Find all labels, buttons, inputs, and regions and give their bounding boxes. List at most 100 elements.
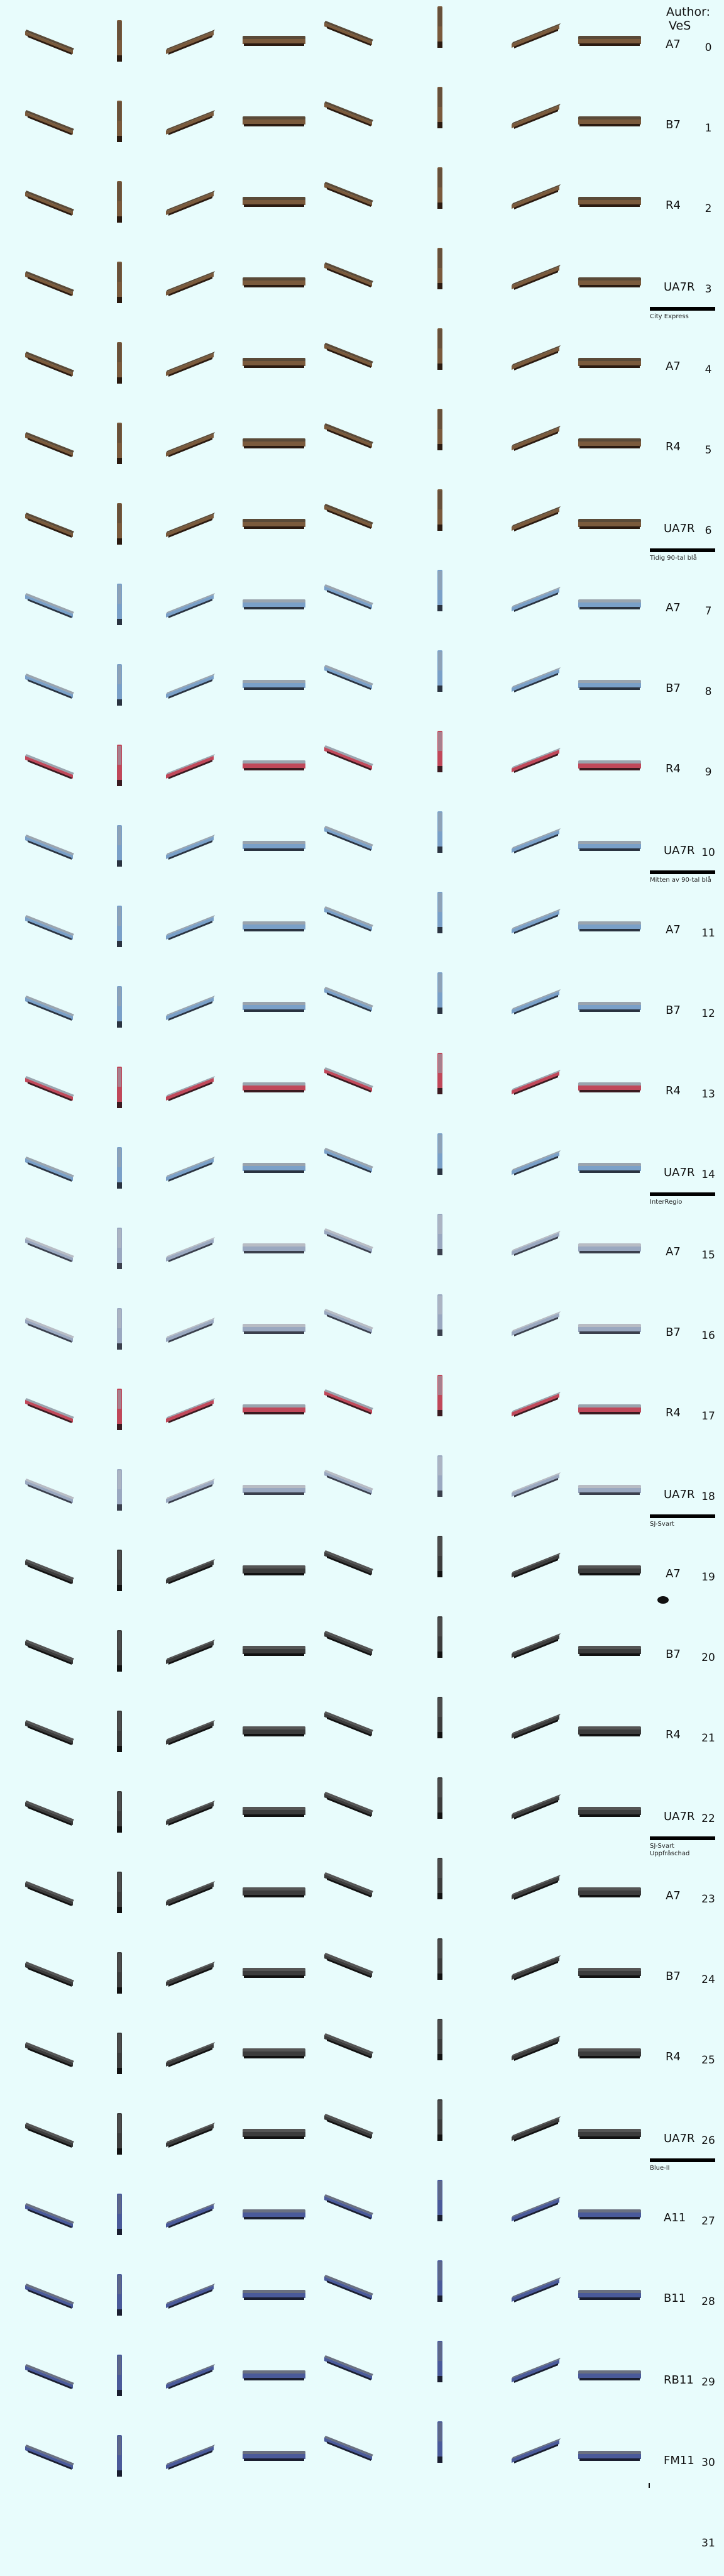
- wagon-view-e: [577, 1644, 642, 1660]
- wagon-view-s: [115, 743, 124, 790]
- wagon-view-sw: [165, 1796, 217, 1830]
- wagon-view-e: [577, 2046, 642, 2063]
- sprite-row: UA7R 22 SJ-Svart Uppfräschad: [0, 1771, 724, 1857]
- livery-name-label: InterRegio: [650, 1199, 683, 1206]
- sprite-row: A7 15: [0, 1208, 724, 1288]
- row-index-label: 9: [705, 766, 712, 779]
- wagon-view-e: [577, 597, 642, 614]
- sprite-row: A7 0: [0, 0, 724, 80]
- wagon-view-s: [115, 1548, 124, 1595]
- wagon-type-label: A11: [664, 2211, 686, 2224]
- wagon-view-s: [115, 1387, 124, 1434]
- marker-tick-icon: [649, 2483, 650, 2488]
- wagon-type-label: R4: [666, 1728, 681, 1741]
- wagon-view-sw: [165, 1313, 217, 1347]
- wagon-view-nw: [323, 1143, 376, 1177]
- sprite-row: B11 28: [0, 2254, 724, 2334]
- wagon-view-w: [241, 1241, 307, 1258]
- wagon-view-se: [24, 267, 77, 301]
- sprite-row: 31: [0, 2496, 724, 2576]
- sprite-row: UA7R 18 SJ-Svart: [0, 1449, 724, 1530]
- wagon-view-nw: [323, 2190, 376, 2224]
- wagon-view-ne: [510, 2434, 563, 2468]
- wagon-view-s: [115, 1709, 124, 1756]
- wagon-view-s: [115, 2031, 124, 2078]
- wagon-view-n: [436, 730, 444, 776]
- wagon-view-sw: [165, 2440, 217, 2474]
- wagon-view-w: [241, 2449, 307, 2465]
- row-index-label: 31: [701, 2537, 715, 2550]
- wagon-view-e: [577, 1080, 642, 1097]
- livery-name-label: SJ-Svart: [650, 1521, 674, 1528]
- wagon-type-label: R4: [666, 199, 681, 212]
- sprite-row: A7 11: [0, 886, 724, 966]
- marker-blob-icon: [657, 1596, 669, 1604]
- wagon-type-label: A7: [666, 360, 681, 373]
- wagon-view-sw: [165, 1877, 217, 1911]
- row-index-label: 14: [701, 1169, 715, 1181]
- wagon-view-s: [115, 341, 124, 387]
- sprite-row: R4 25: [0, 2012, 724, 2093]
- row-index-label: 22: [701, 1813, 715, 1825]
- wagon-view-se: [24, 1313, 77, 1347]
- wagon-view-e: [577, 1563, 642, 1580]
- wagon-view-e: [577, 1724, 642, 1741]
- author-name: VeS: [669, 19, 691, 33]
- wagon-type-label: UA7R: [664, 844, 695, 857]
- wagon-type-label: B11: [664, 2292, 686, 2305]
- row-index-label: 30: [701, 2457, 715, 2469]
- sprite-row: B7 20: [0, 1610, 724, 1690]
- wagon-view-s: [115, 2192, 124, 2239]
- wagon-view-se: [24, 1635, 77, 1669]
- wagon-view-nw: [323, 580, 376, 614]
- wagon-view-ne: [510, 1870, 563, 1904]
- wagon-view-n: [436, 2179, 444, 2225]
- wagon-view-nw: [323, 499, 376, 533]
- wagon-view-e: [577, 1241, 642, 1258]
- wagon-type-label: A7: [666, 1889, 681, 1902]
- wagon-view-e: [577, 758, 642, 775]
- row-index-label: 24: [701, 1974, 715, 1986]
- row-index-label: 20: [701, 1652, 715, 1664]
- wagon-view-w: [241, 34, 307, 50]
- sprite-row: UA7R 10 Mitten av 90-tal blå: [0, 805, 724, 886]
- wagon-view-s: [115, 99, 124, 146]
- wagon-view-e: [577, 678, 642, 694]
- wagon-view-n: [436, 166, 444, 213]
- wagon-type-label: UA7R: [664, 2132, 695, 2145]
- wagon-view-n: [436, 1776, 444, 1823]
- wagon-view-e: [577, 1000, 642, 1016]
- wagon-view-se: [24, 508, 77, 542]
- wagon-view-ne: [510, 582, 563, 616]
- wagon-view-se: [24, 1474, 77, 1508]
- wagon-view-sw: [165, 106, 217, 140]
- wagon-type-label: A7: [666, 38, 681, 51]
- wagon-view-nw: [323, 1948, 376, 1982]
- wagon-view-nw: [323, 2351, 376, 2385]
- wagon-view-ne: [510, 2273, 563, 2307]
- sprite-row: B7 16: [0, 1288, 724, 1368]
- sprite-row: RB11 29: [0, 2334, 724, 2415]
- wagon-view-s: [115, 2112, 124, 2158]
- wagon-view-sw: [165, 428, 217, 462]
- wagon-view-s: [115, 260, 124, 307]
- wagon-view-sw: [165, 2038, 217, 2072]
- livery-name-label: Mitten av 90-tal blå: [650, 877, 711, 884]
- wagon-view-e: [577, 1402, 642, 1419]
- wagon-view-e: [577, 2368, 642, 2385]
- wagon-view-sw: [165, 750, 217, 784]
- wagon-view-se: [24, 2118, 77, 2152]
- livery-name-label: Tidig 90-tal blå: [650, 555, 697, 562]
- wagon-view-nw: [323, 419, 376, 453]
- wagon-type-label: FM11: [664, 2454, 694, 2467]
- wagon-view-nw: [323, 2109, 376, 2143]
- wagon-view-w: [241, 2046, 307, 2063]
- sprite-row: R4 13: [0, 1046, 724, 1127]
- wagon-view-nw: [323, 660, 376, 694]
- row-index-label: 2: [705, 203, 712, 215]
- wagon-view-n: [436, 488, 444, 535]
- row-index-label: 12: [701, 1008, 715, 1020]
- wagon-view-w: [241, 2368, 307, 2385]
- wagon-view-sw: [165, 1957, 217, 1991]
- wagon-view-ne: [510, 421, 563, 455]
